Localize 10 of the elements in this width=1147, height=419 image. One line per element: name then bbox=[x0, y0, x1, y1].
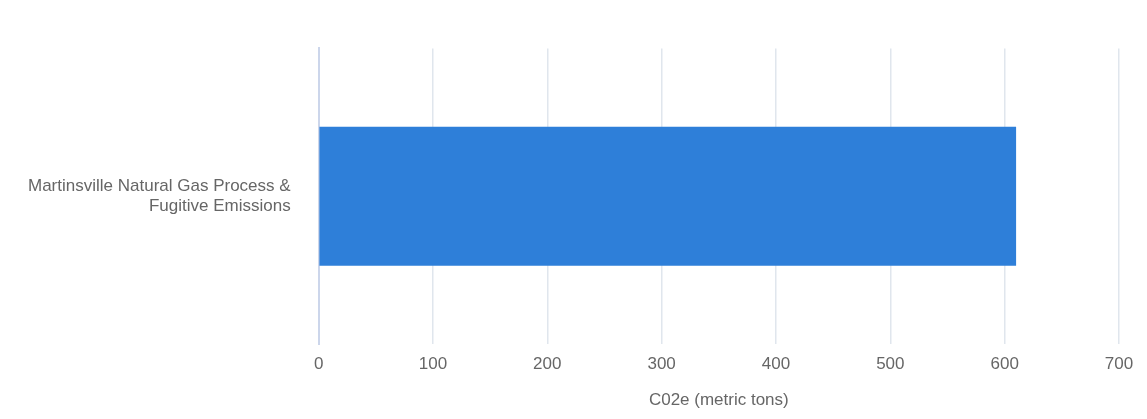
x-tick-label: 100 bbox=[418, 354, 448, 374]
x-axis-title: C02e (metric tons) bbox=[648, 390, 789, 410]
x-tick-label: 0 bbox=[313, 354, 324, 374]
y-tick-label: Martinsville Natural Gas Process & Fugitive Emissions bbox=[28, 175, 292, 216]
x-tick-label: 400 bbox=[761, 354, 791, 374]
x-tick-label: 500 bbox=[876, 354, 905, 374]
x-tick-label: 200 bbox=[533, 354, 562, 374]
x-tick-label: 700 bbox=[1104, 354, 1134, 374]
x-tick-label: 600 bbox=[990, 354, 1019, 374]
x-tick-label: 300 bbox=[647, 354, 676, 374]
